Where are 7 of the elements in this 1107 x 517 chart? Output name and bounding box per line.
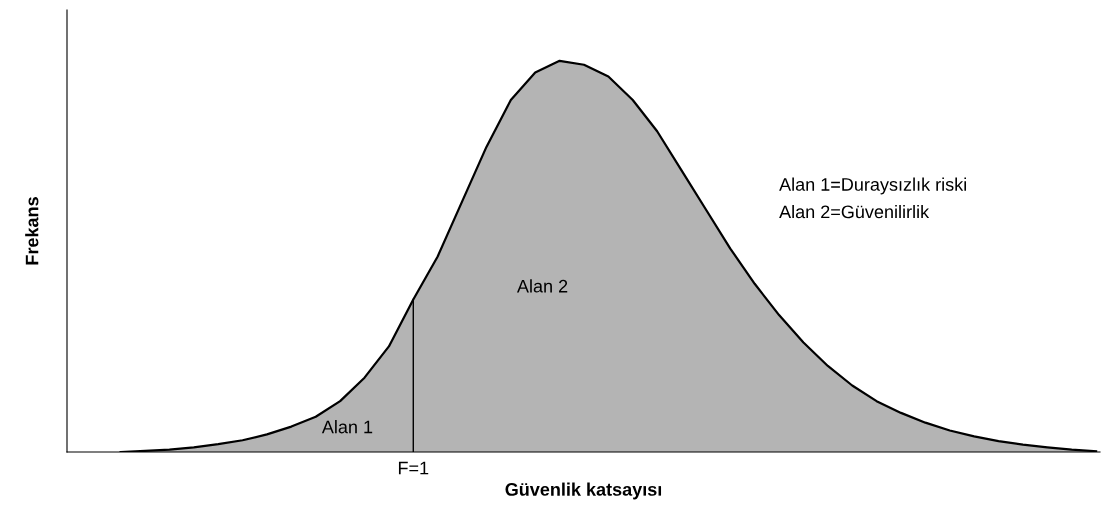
annotation: Alan 2=Güvenilirlik (779, 204, 930, 219)
annotation: Alan 1 (321, 420, 373, 434)
text: F=1 (398, 461, 429, 475)
annotation: Alan 2 (516, 279, 568, 293)
y-axis-title: Frekans (25, 197, 39, 265)
annotation: Alan 1=Duraysızlık riski (779, 177, 966, 195)
x-axis-title: Güvenlik katsayısı (505, 482, 662, 500)
